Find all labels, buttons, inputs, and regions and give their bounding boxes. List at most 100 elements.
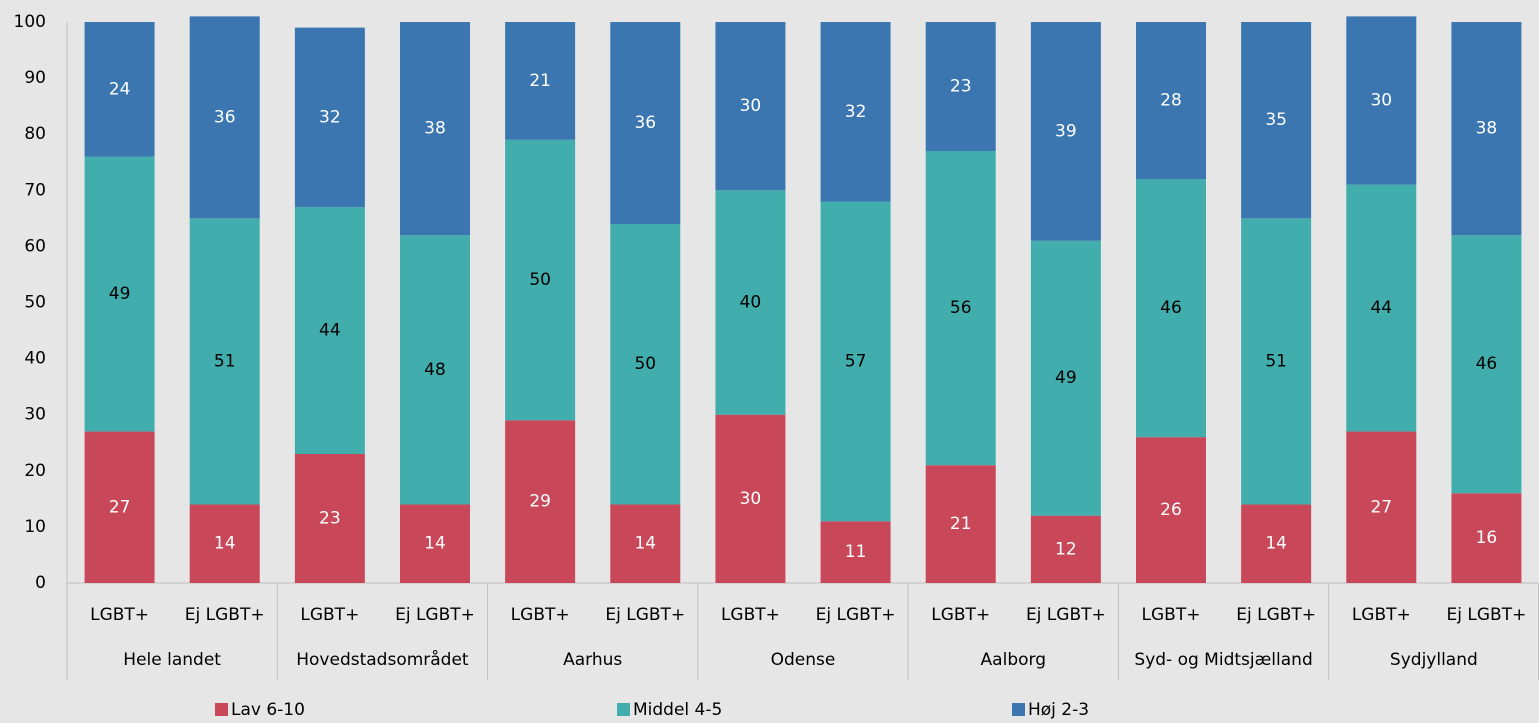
data-label: 23 (319, 508, 341, 528)
data-label: 35 (1265, 110, 1287, 130)
data-label: 57 (845, 351, 867, 371)
bar-segment (505, 139, 576, 421)
y-tick-label: 10 (24, 517, 46, 537)
data-label: 30 (740, 96, 762, 116)
x-tick-label: LGBT+ (931, 605, 990, 625)
bar-segment (84, 156, 155, 432)
data-label: 50 (634, 354, 656, 374)
data-label: 30 (1370, 91, 1392, 111)
bar-segment (1346, 184, 1417, 432)
group-label: Aalborg (981, 650, 1046, 670)
bar-segment (925, 465, 996, 583)
bar-segment (820, 22, 891, 202)
group-label: Hovedstadsområdet (296, 649, 469, 670)
x-tick-label: Ej LGBT+ (1026, 605, 1106, 625)
group-label: Odense (771, 650, 836, 670)
bar-segment (610, 22, 681, 224)
data-label: 26 (1160, 500, 1182, 520)
data-label: 50 (529, 270, 551, 290)
data-label: 51 (1265, 351, 1287, 371)
bar-segment (715, 414, 786, 583)
bar-segment (820, 201, 891, 522)
group-label: Aarhus (563, 650, 622, 670)
x-tick-label: Ej LGBT+ (1236, 605, 1316, 625)
data-label: 11 (845, 542, 867, 562)
x-tick-label: Ej LGBT+ (816, 605, 896, 625)
data-label: 32 (845, 102, 867, 122)
data-label: 36 (634, 113, 656, 133)
bar-segment (505, 420, 576, 583)
data-label: 14 (1265, 534, 1287, 554)
data-label: 49 (109, 284, 131, 304)
legend-label: Lav 6-10 (231, 700, 305, 720)
bar-segment (1241, 504, 1312, 583)
y-tick-label: 100 (14, 12, 46, 32)
bar-segment (610, 223, 681, 505)
data-label: 14 (214, 534, 236, 554)
x-tick-label: LGBT+ (1352, 605, 1411, 625)
x-tick-label: Ej LGBT+ (395, 605, 475, 625)
data-label: 36 (214, 107, 236, 127)
data-label: 46 (1160, 298, 1182, 318)
y-tick-label: 30 (24, 405, 46, 425)
data-label: 28 (1160, 91, 1182, 111)
data-label: 21 (950, 514, 972, 534)
bar-segment (294, 27, 365, 208)
x-tick-label: LGBT+ (721, 605, 780, 625)
data-label: 51 (214, 351, 236, 371)
y-tick-label: 40 (24, 349, 46, 369)
data-label: 48 (424, 360, 446, 380)
bar-segment (400, 235, 470, 505)
bar-segment (505, 22, 576, 140)
bar-segment (715, 190, 786, 415)
bar-segment (84, 431, 155, 583)
data-label: 44 (1370, 298, 1392, 318)
y-tick-label: 90 (24, 68, 46, 88)
data-label: 12 (1055, 539, 1077, 559)
data-label: 23 (950, 77, 972, 97)
legend-swatch (617, 703, 630, 716)
data-label: 29 (529, 492, 551, 512)
data-label: 40 (740, 293, 762, 313)
bar-segment (610, 504, 681, 583)
legend-label: Høj 2-3 (1028, 700, 1089, 720)
legend-label: Middel 4-5 (633, 700, 722, 720)
data-label: 21 (529, 71, 551, 91)
x-tick-label: Ej LGBT+ (185, 605, 265, 625)
bar-segment (820, 521, 891, 583)
bar-segment (84, 22, 155, 157)
group-label: Hele landet (123, 650, 221, 670)
bar-segment (189, 16, 260, 219)
data-label: 14 (424, 534, 446, 554)
y-tick-label: 0 (35, 573, 46, 593)
y-tick-label: 70 (24, 180, 46, 200)
bar-segment (925, 151, 996, 466)
bar-segment (925, 22, 996, 152)
bar-segment (1451, 22, 1522, 236)
bar-segment (1030, 22, 1101, 241)
y-tick-label: 60 (24, 236, 46, 256)
data-label: 56 (950, 298, 972, 318)
y-tick-label: 50 (24, 293, 46, 313)
bar-segment (400, 504, 470, 583)
data-label: 14 (634, 534, 656, 554)
legend-swatch (215, 703, 228, 716)
x-tick-label: LGBT+ (90, 605, 149, 625)
bar-segment (1030, 515, 1101, 583)
data-label: 38 (1476, 119, 1498, 139)
data-label: 49 (1055, 368, 1077, 388)
data-label: 27 (109, 497, 131, 517)
x-tick-label: LGBT+ (300, 605, 359, 625)
y-tick-label: 20 (24, 461, 46, 481)
bar-segment (1451, 493, 1522, 583)
data-label: 44 (319, 321, 341, 341)
bar-segment (1346, 16, 1417, 185)
data-label: 27 (1370, 497, 1392, 517)
group-label: Syd- og Midtsjælland (1134, 650, 1312, 670)
bar-segment (189, 218, 260, 505)
bar-segment (1451, 235, 1522, 494)
bar-segment (294, 453, 365, 583)
x-tick-label: LGBT+ (511, 605, 570, 625)
bar-segment (1136, 22, 1206, 180)
data-label: 39 (1055, 121, 1077, 141)
